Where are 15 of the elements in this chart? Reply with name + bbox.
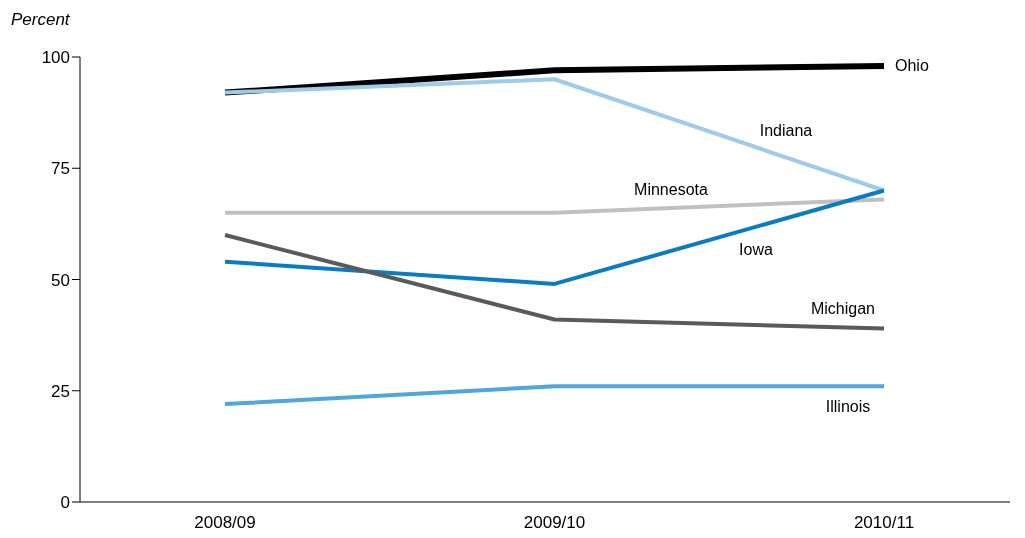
y-tick-label: 75 xyxy=(51,159,70,179)
x-tick-label: 2009/10 xyxy=(523,513,586,533)
series-label: Minnesota xyxy=(634,181,709,199)
y-tick-label: 100 xyxy=(41,48,70,68)
series-label: Michigan xyxy=(810,300,876,318)
y-tick-label: 25 xyxy=(51,381,70,401)
series-label: Illinois xyxy=(825,398,871,416)
y-tick-label: 0 xyxy=(60,493,70,513)
x-tick-label: 2008/09 xyxy=(194,513,256,533)
y-axis-title: Percent xyxy=(11,10,70,30)
x-tick-label: 2010/11 xyxy=(853,513,915,533)
series-label: Iowa xyxy=(739,240,773,258)
series-label: Indiana xyxy=(759,121,813,139)
series-label: Ohio xyxy=(895,56,929,74)
y-tick-label: 50 xyxy=(51,270,70,290)
